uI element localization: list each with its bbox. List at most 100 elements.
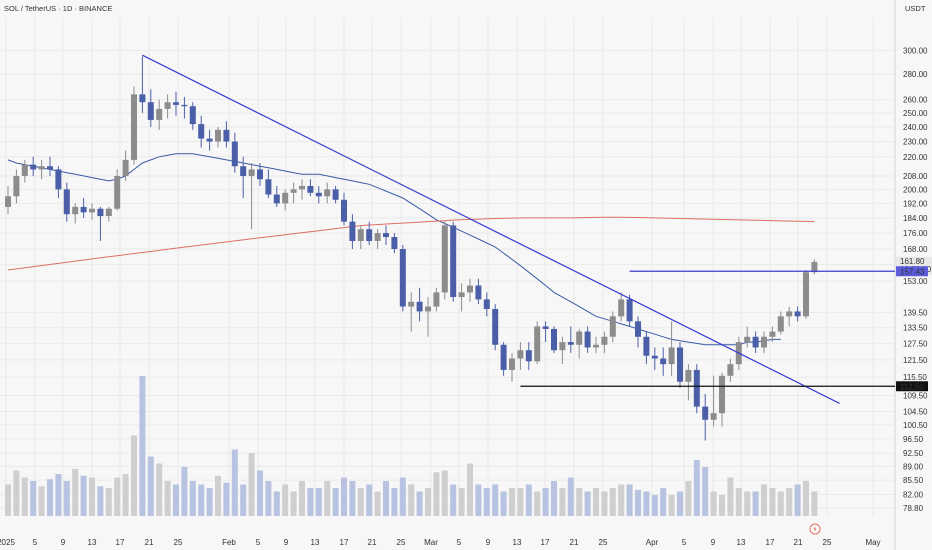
volume-bar — [483, 488, 490, 516]
volume-bar — [131, 435, 137, 516]
candle-body — [131, 94, 137, 160]
candle-body — [593, 344, 599, 348]
volume-bar — [63, 481, 70, 516]
current-price-label: 161.80 — [900, 257, 925, 266]
candle-body — [122, 159, 129, 176]
volume-bar — [693, 460, 700, 516]
candle-body — [425, 306, 431, 312]
candle-body — [139, 94, 146, 103]
volume-bar — [551, 481, 557, 516]
x-tick-label: 25 — [174, 538, 183, 547]
y-tick-label: 89.00 — [903, 462, 924, 471]
candle-body — [282, 192, 289, 204]
currency-label: USDT — [905, 4, 926, 13]
x-tick-label: 9 — [486, 538, 491, 547]
y-tick-label: 139.50 — [903, 309, 928, 318]
volume-bar — [231, 449, 238, 516]
y-tick-label: 192.00 — [903, 199, 928, 208]
x-tick-label: 5 — [457, 538, 462, 547]
candle-body — [341, 199, 347, 222]
level-price-tag — [896, 266, 928, 277]
candle-body — [13, 175, 20, 197]
candle-body — [651, 355, 658, 359]
volume-bar — [114, 477, 121, 516]
volume-bar — [5, 484, 11, 516]
volume-bar — [467, 463, 473, 516]
volume-bar — [567, 477, 574, 516]
price-axis[interactable]: 300.00 280.00 260.00 250.00 240.00 230.00 220.… — [903, 47, 928, 513]
candle-body — [231, 141, 238, 167]
y-tick-label: 92.50 — [903, 449, 924, 458]
candle-body — [383, 233, 389, 238]
y-tick-label: 78.80 — [903, 504, 924, 513]
flash-icon[interactable] — [809, 523, 821, 535]
drawing-layer[interactable] — [142, 54, 895, 404]
time-axis[interactable]: 2025 5 9 13 17 21 25 Feb 5 9 13 17 21 25 Mar 5 9 13 17 21 25… — [0, 538, 881, 547]
volume-bar — [509, 488, 515, 516]
candle-body — [769, 331, 776, 337]
volume-bar — [450, 484, 457, 516]
x-tick-label: 17 — [541, 538, 550, 547]
candle-body — [72, 206, 79, 215]
candle-body — [299, 185, 305, 190]
volume-bar — [38, 486, 45, 516]
candle-body — [357, 229, 364, 241]
volume-bar — [635, 489, 641, 516]
x-tick-label: 21 — [368, 538, 377, 547]
candle-body — [156, 108, 163, 120]
candle-body — [492, 308, 499, 345]
grid-layer — [0, 18, 895, 516]
candle-body — [685, 369, 692, 382]
y-tick-label: 82.00 — [903, 490, 924, 499]
candle-body — [38, 166, 45, 170]
candle-body — [206, 138, 213, 142]
candle-body — [643, 336, 650, 356]
volume-bar — [21, 477, 28, 516]
y-tick-label: 300.00 — [903, 47, 928, 56]
candle-body — [374, 233, 381, 241]
candle-body — [399, 249, 406, 307]
volume-bar — [719, 495, 725, 516]
candle-body — [147, 102, 154, 120]
volume-bar — [752, 491, 759, 516]
volume-bar — [811, 491, 818, 516]
candle-body — [601, 336, 608, 345]
volume-bar — [425, 488, 431, 516]
volume-bar — [492, 484, 499, 516]
volume-bar — [257, 470, 263, 516]
volume-bar — [643, 491, 650, 516]
x-tick-label: 17 — [766, 538, 775, 547]
volume-bar — [668, 495, 675, 516]
candle-body — [63, 189, 70, 215]
candle-body — [80, 206, 87, 213]
volume-bar — [181, 467, 188, 516]
volume-bar — [609, 488, 616, 516]
volume-bar — [374, 491, 381, 516]
support-price-tag — [896, 381, 928, 392]
y-tick-label: 220.00 — [903, 153, 928, 162]
x-tick-label: 21 — [145, 538, 154, 547]
volume-layer — [5, 376, 818, 516]
y-tick-label: 96.50 — [903, 435, 924, 444]
flash-icon-bolt — [813, 525, 817, 533]
volume-bar — [685, 481, 692, 516]
candle-layer — [5, 56, 818, 441]
candle-body — [391, 237, 398, 250]
symbol-header: SOL / TetherUS · 1D · BINANCE — [4, 4, 112, 13]
volume-bar — [584, 491, 591, 516]
candle-body — [559, 342, 566, 351]
y-tick-label: 240.00 — [903, 123, 928, 132]
candle-body — [509, 358, 515, 370]
volume-bar — [626, 484, 633, 516]
y-tick-label: 184.00 — [903, 214, 928, 223]
candle-body — [433, 292, 440, 307]
volume-bar — [525, 484, 532, 516]
candle-body — [408, 301, 415, 307]
candle-body — [710, 413, 717, 420]
volume-bar — [139, 376, 146, 516]
volume-bar — [30, 481, 37, 516]
candle-body — [618, 299, 625, 317]
